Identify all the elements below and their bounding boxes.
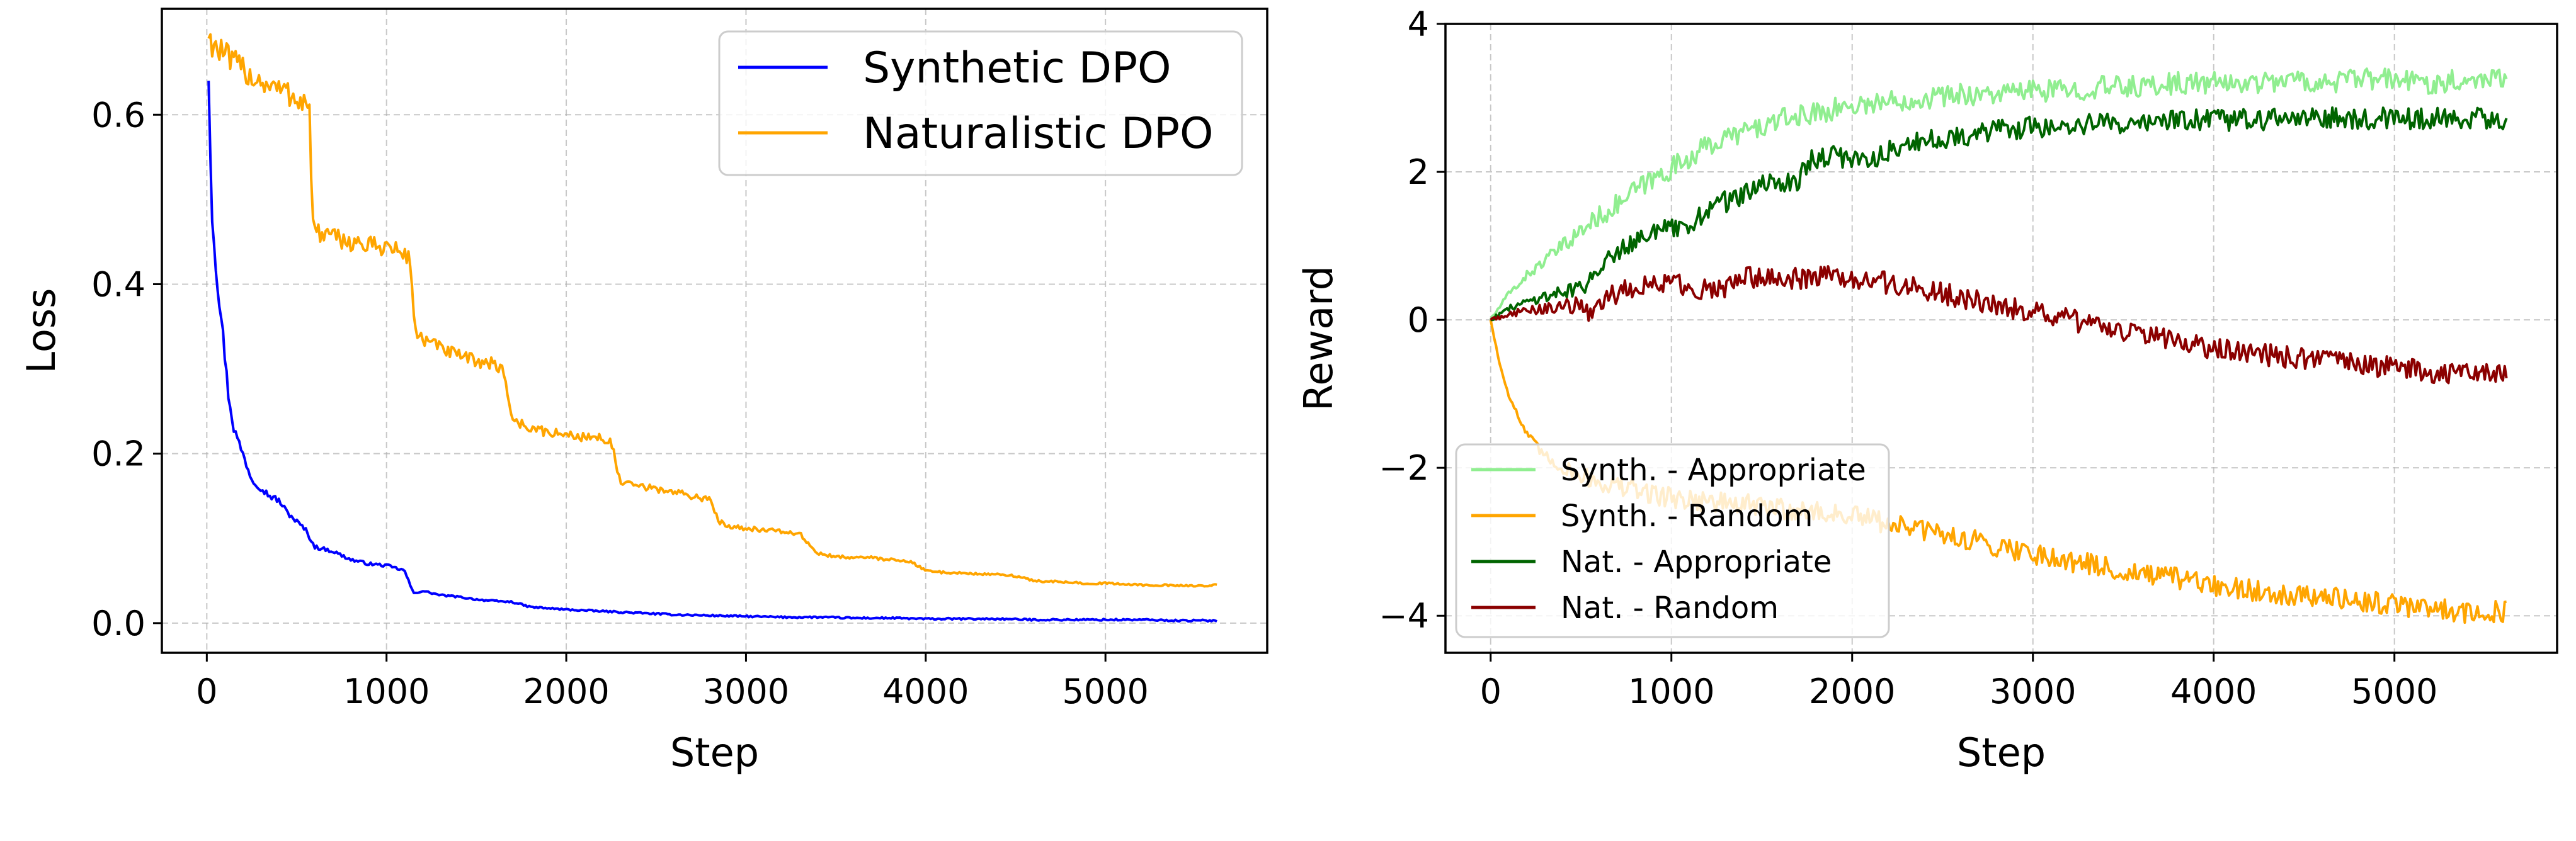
series-line-synthetic-dpo: [207, 81, 1217, 623]
axis-ticks: 0 1000 2000 3000 4000 5000 −4 −2 0 2 4: [1379, 4, 2437, 711]
x-tick-label: 0: [1480, 672, 1502, 711]
y-tick-label: 0: [1408, 300, 1429, 340]
legend-box: [1455, 443, 1890, 638]
y-tick-label: 0.4: [91, 264, 145, 304]
legend-label-synth-random: Synth. - Random: [1561, 499, 1813, 534]
legend-box: [718, 30, 1243, 176]
x-axis-label: Step: [1957, 730, 2046, 776]
x-tick-label: 3000: [1990, 672, 2076, 711]
series-line-nat-random: [1490, 265, 2508, 385]
y-tick-label: 0.6: [91, 95, 145, 135]
legend-label-naturalistic-dpo: Naturalistic DPO: [863, 109, 1214, 159]
x-tick-label: 3000: [703, 672, 789, 711]
axes-frame: [1444, 23, 2558, 654]
y-tick-label: −4: [1379, 596, 1429, 636]
x-tick-label: 1000: [1628, 672, 1714, 711]
legend-label-nat-appropriate: Nat. - Appropriate: [1561, 545, 1832, 580]
y-axis-label: Reward: [1296, 266, 1342, 411]
y-tick-label: 0.2: [91, 434, 145, 474]
x-tick-label: 2000: [1809, 672, 1895, 711]
x-tick-label: 0: [196, 672, 217, 711]
x-axis-label: Step: [670, 730, 759, 776]
x-tick-label: 5000: [2351, 672, 2437, 711]
legend: Synth. - Appropriate Synth. - Random Nat…: [1455, 443, 1890, 638]
loss-chart: 0 1000 2000 3000 4000 5000 0.0 0.2 0.4 0.6 Step L…: [18, 8, 1268, 776]
series-line-nat-appropriate: [1490, 106, 2508, 322]
reward-chart: Synth. - Appropriate Synth. - Random Nat…: [1296, 4, 2558, 776]
legend-label-synthetic-dpo: Synthetic DPO: [863, 43, 1171, 93]
x-tick-label: 1000: [343, 672, 430, 711]
axis-ticks: 0 1000 2000 3000 4000 5000 0.0 0.2 0.4 0.6: [91, 95, 1149, 711]
y-tick-label: −2: [1379, 448, 1429, 488]
x-tick-label: 2000: [523, 672, 609, 711]
y-axis-label: Loss: [18, 288, 64, 374]
legend-label-nat-random: Nat. - Random: [1561, 590, 1779, 626]
series-line-synth-appropriate: [1489, 67, 2508, 320]
y-tick-label: 0.0: [91, 604, 145, 643]
legend: Synthetic DPO Naturalistic DPO: [718, 30, 1243, 176]
x-tick-label: 4000: [2170, 672, 2257, 711]
series-line-naturalistic-dpo: [207, 33, 1217, 588]
series-lines: [207, 33, 1217, 623]
y-tick-label: 4: [1408, 4, 1429, 44]
x-tick-label: 4000: [882, 672, 969, 711]
legend-label-synth-appropriate: Synth. - Appropriate: [1561, 453, 1866, 488]
y-tick-label: 2: [1408, 152, 1429, 192]
axes-frame: [161, 8, 1268, 654]
x-tick-label: 5000: [1062, 672, 1148, 711]
grid: [162, 9, 1267, 653]
